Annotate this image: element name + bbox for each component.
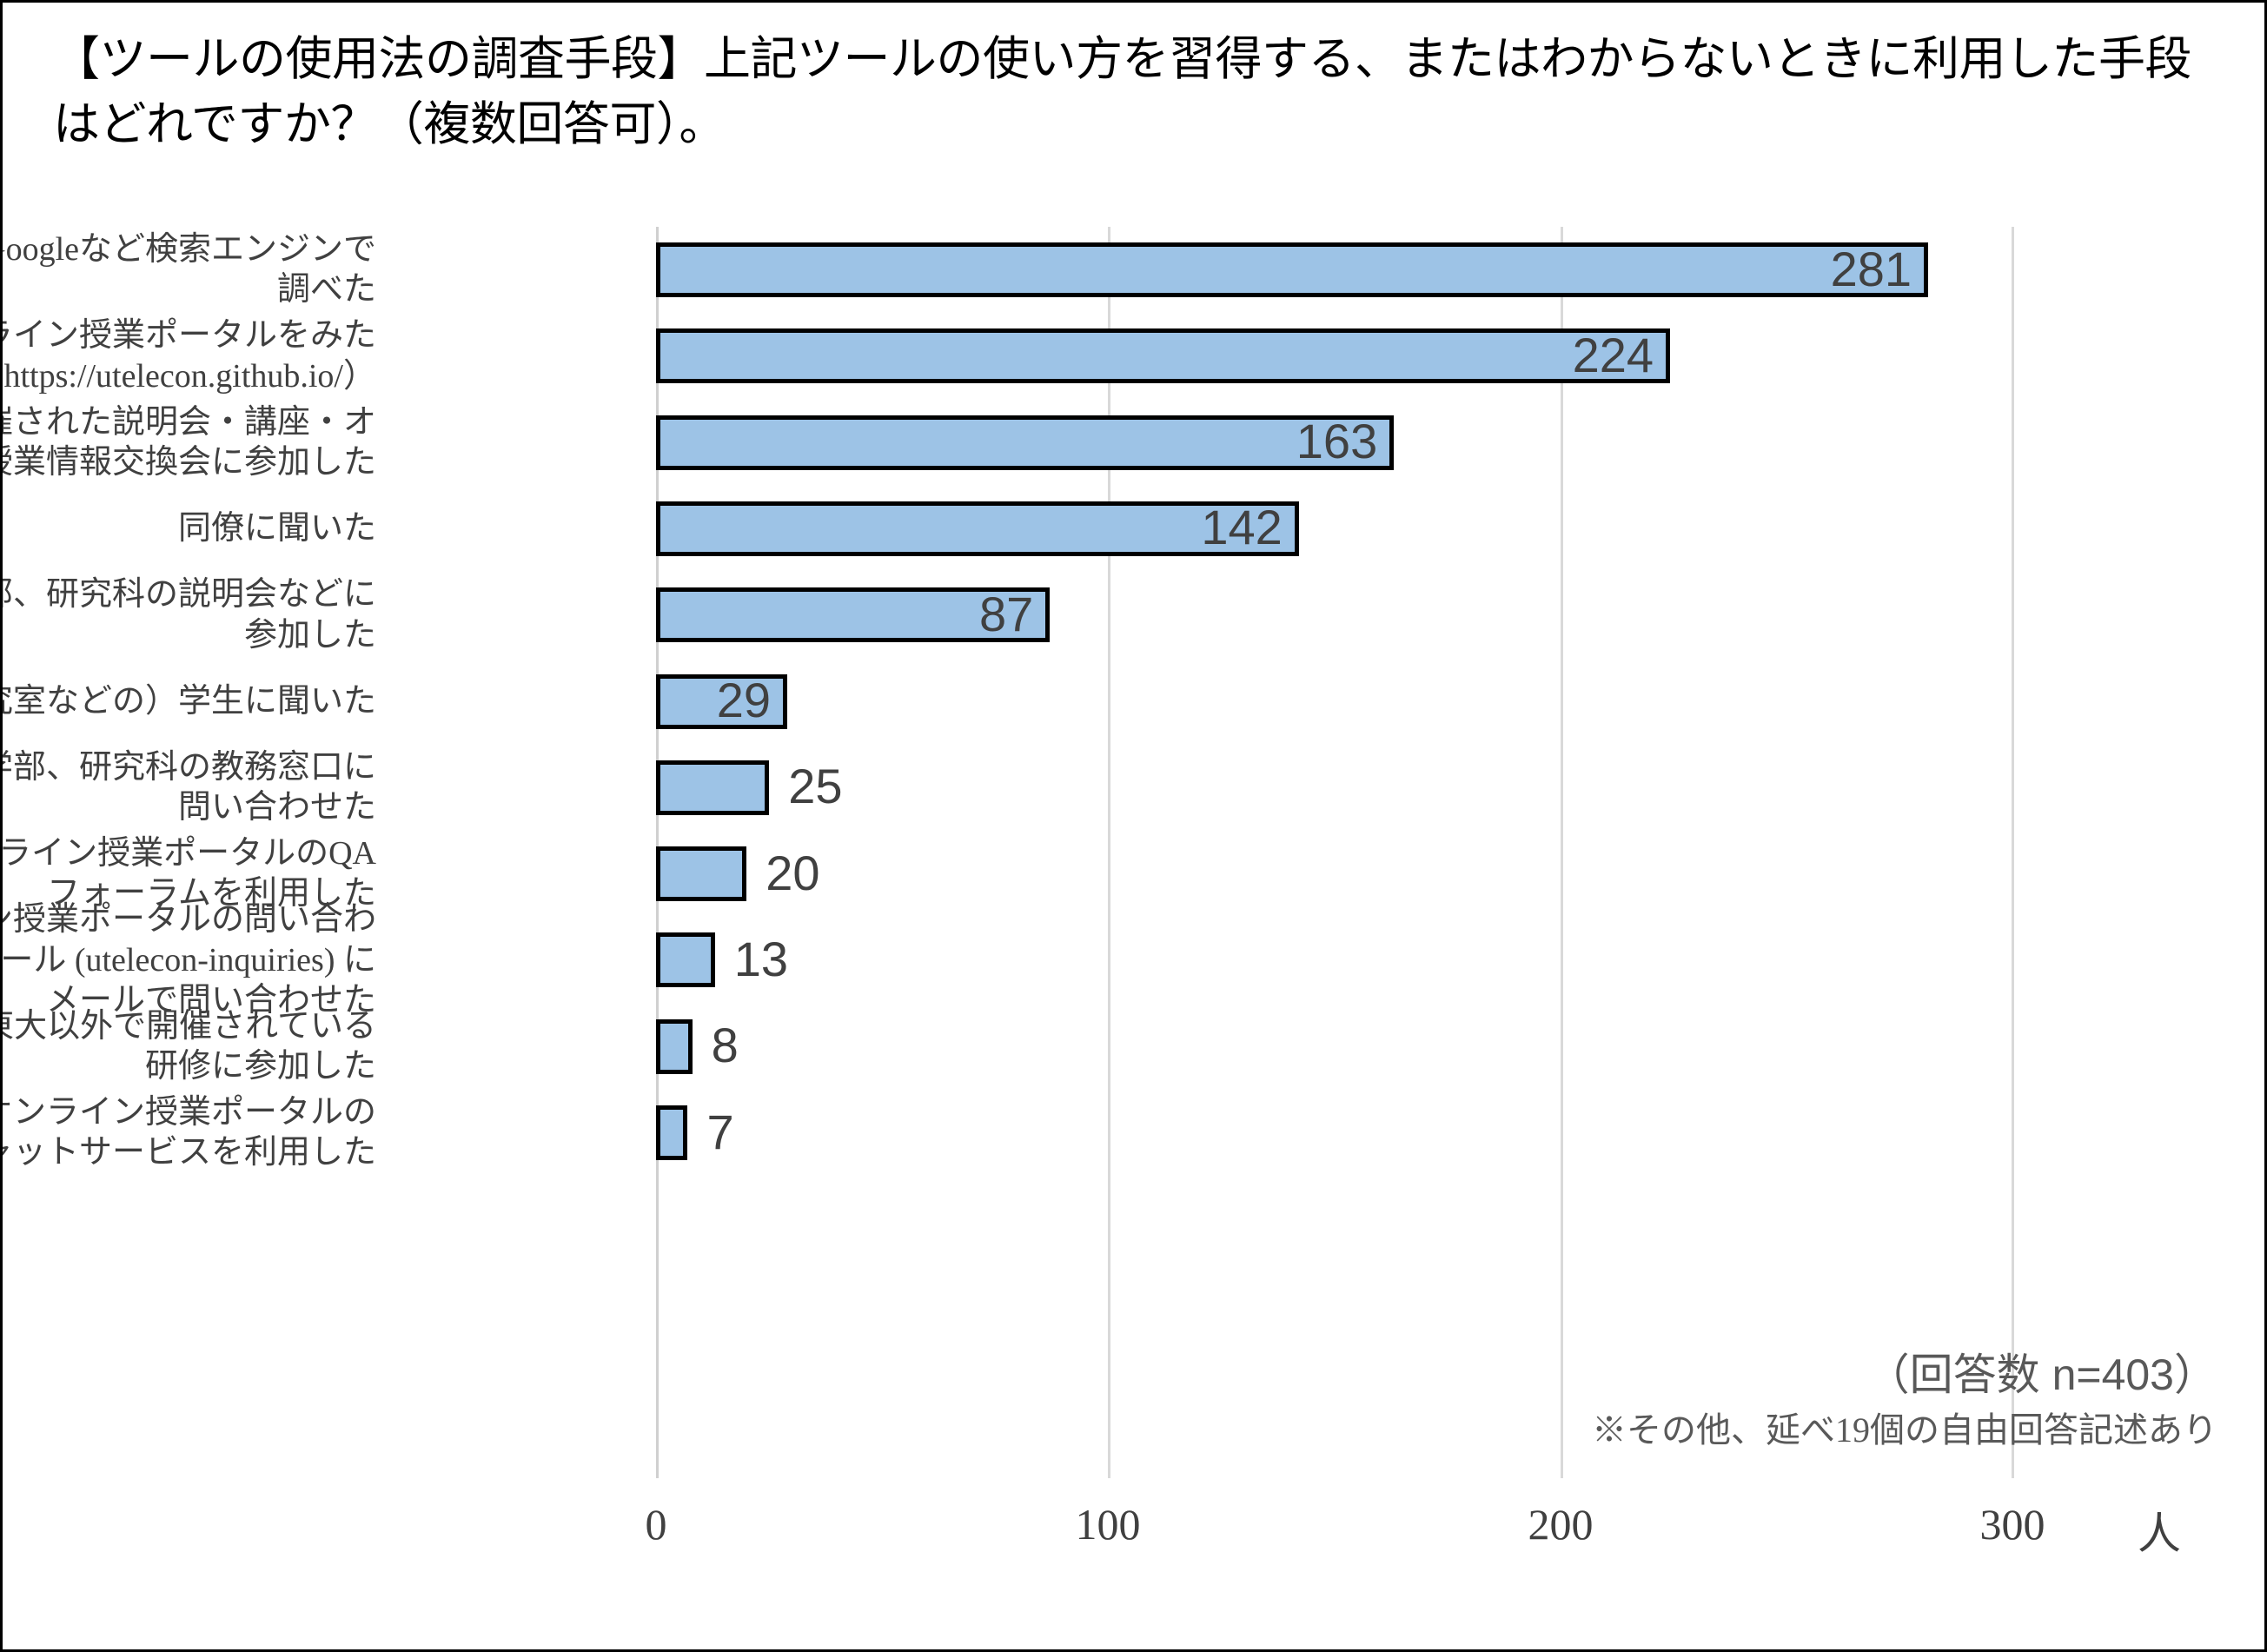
annotations: （回答数 n=403） ※その他、延べ19個の自由回答記述あり <box>1175 1348 2217 1453</box>
category-label-line: チャットサービスを利用した <box>3 1134 376 1171</box>
bar-row: 29 （研究室などの）学生に聞いた <box>3 659 2014 745</box>
bar-value-label: 29 <box>716 673 772 728</box>
bar-value-label: 142 <box>1201 500 1283 555</box>
category-label-line: 東大以外で開催されている <box>0 1007 376 1045</box>
gridline-200 <box>1561 227 1563 1478</box>
category-label: Googleなど検索エンジンで 調べた <box>0 229 376 310</box>
category-label-line: 調べた <box>276 271 376 309</box>
x-axis-unit-label: 人 <box>2138 1509 2181 1558</box>
bar[interactable]: 281 <box>656 242 1928 297</box>
category-label-line: オンライン授業ポータルの問い合わ <box>3 901 376 939</box>
x-axis: 0 100 200 300 人 <box>3 1485 2264 1581</box>
bar-row: 20 オンライン授業ポータルのQAフォーラムを利用した <box>3 831 2014 917</box>
bar-value-label: 224 <box>1572 327 1654 382</box>
category-label-line: ンライン授業情報交換会に参加した <box>3 443 376 481</box>
category-label: オンライン授業ポータルの問い合わせメール (utelecon-inquiries… <box>0 899 376 1020</box>
bar-row: 7 オンライン授業ポータルのチャットサービスを利用した <box>3 1090 2014 1176</box>
bar-value-label: 7 <box>706 1104 734 1159</box>
bar[interactable]: 29 <box>656 673 788 729</box>
bar-row: 163 全学で開催された説明会・講座・オンライン授業情報交換会に参加した <box>3 400 2014 486</box>
bar-value-label: 8 <box>711 1018 739 1073</box>
category-label-line: （研究室などの）学生に聞いた <box>3 682 376 720</box>
gridline-300 <box>2012 227 2014 1478</box>
bar-value-label: 163 <box>1296 414 1378 469</box>
x-tick-100: 100 <box>1075 1500 1141 1549</box>
category-label-line: オンライン授業ポータルをみた <box>3 317 376 355</box>
category-label: オンライン授業ポータルのQAフォーラムを利用した <box>0 833 376 914</box>
bar-row: 281 Googleなど検索エンジンで 調べた <box>3 227 2014 313</box>
bar[interactable] <box>656 1018 693 1074</box>
category-label-line: フォーラムを利用した <box>47 875 376 912</box>
category-label-line: 問い合わせた <box>177 789 376 826</box>
bar[interactable] <box>656 846 747 902</box>
category-label: 同僚に聞いた <box>3 508 376 548</box>
bar-value-label: 25 <box>788 759 843 814</box>
category-label: （研究室などの）学生に聞いた <box>3 681 376 721</box>
page-title: 【ツールの使用法の調査手段】上記ツールの使い方を習得する、またはわからないときに… <box>53 33 2192 150</box>
category-label-line: 所属の学部、研究科の説明会などに <box>3 576 376 614</box>
bar-value-label: 281 <box>1830 241 1912 296</box>
category-label-line: Googleなど検索エンジンで <box>0 231 376 268</box>
category-label-line: オンライン授業ポータルのQA <box>0 835 376 872</box>
category-label-line: せメール (utelecon-inquiries) に <box>0 941 376 979</box>
bar[interactable]: 142 <box>656 501 1299 556</box>
bar[interactable]: 224 <box>656 327 1671 384</box>
bar-row: 13 オンライン授業ポータルの問い合わせメール (utelecon-inquiri… <box>3 901 2014 1018</box>
category-label-line: （https://utelecon.github.io/） <box>0 357 376 395</box>
bar-value-label: 13 <box>733 932 789 987</box>
category-label-line: 同僚に聞いた <box>177 509 376 547</box>
category-label: オンライン授業ポータルのチャットサービスを利用した <box>0 1092 376 1173</box>
bar[interactable] <box>656 932 715 988</box>
category-label: 全学で開催された説明会・講座・オンライン授業情報交換会に参加した <box>3 402 376 483</box>
gridline-100 <box>1108 227 1110 1478</box>
bar[interactable]: 87 <box>656 586 1051 643</box>
x-tick-200: 200 <box>1528 1500 1594 1549</box>
x-tick-300: 300 <box>1979 1500 2045 1549</box>
category-label-line: メールで問い合わせた <box>45 982 376 1019</box>
category-label-line: 参加した <box>243 616 376 654</box>
bar[interactable] <box>656 1105 688 1160</box>
category-label-line: オンライン授業ポータルの <box>0 1094 376 1131</box>
category-label: オンライン授業ポータルをみた（https://utelecon.github.i… <box>0 315 376 396</box>
bar-value-label: 87 <box>978 586 1034 641</box>
bar-row: 224 オンライン授業ポータルをみた（https://utelecon.githu… <box>3 313 2014 399</box>
category-label-line: 所属の学部、研究科の教務窓口に <box>3 748 376 786</box>
category-label-line: 全学で開催された説明会・講座・オ <box>3 403 376 441</box>
respondent-count-note: （回答数 n=403） <box>1866 1350 2217 1399</box>
bar-row: 142 同僚に聞いた <box>178 486 2014 572</box>
bar-row: 8 東大以外で開催されている 研修に参加した <box>3 1004 2014 1090</box>
category-label: 東大以外で開催されている 研修に参加した <box>0 1006 376 1087</box>
x-tick-0: 0 <box>645 1500 667 1549</box>
bar-value-label: 20 <box>766 845 820 900</box>
other-responses-note: ※その他、延べ19個の自由回答記述あり <box>1592 1410 2217 1450</box>
bar[interactable]: 163 <box>656 414 1395 470</box>
bar[interactable] <box>656 760 770 815</box>
category-label-line: 研修に参加した <box>144 1048 376 1085</box>
